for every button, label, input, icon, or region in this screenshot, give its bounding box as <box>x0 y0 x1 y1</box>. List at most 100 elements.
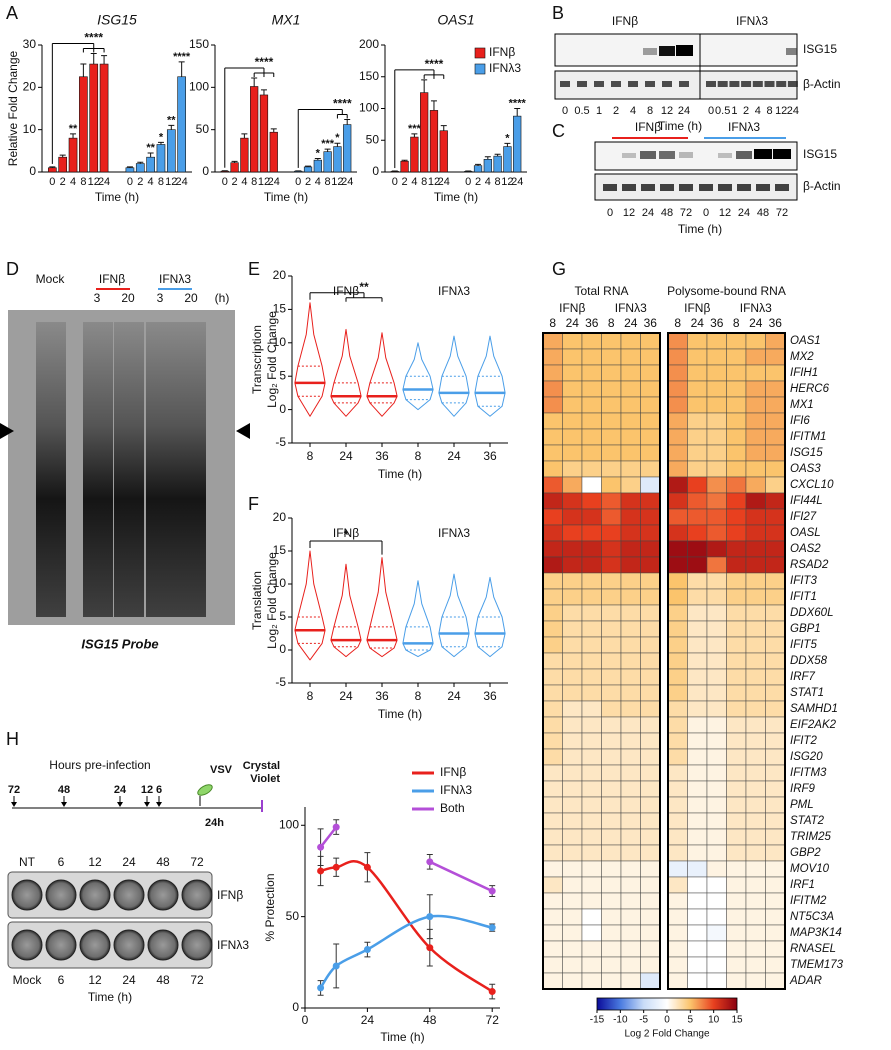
heatmap-cell <box>726 588 747 606</box>
bar <box>166 129 176 173</box>
heatmap-cell <box>581 716 602 734</box>
heatmap-cell <box>542 476 563 494</box>
heatmap-cell <box>765 844 786 862</box>
y-tick-label: 50 <box>366 132 380 146</box>
significance: **** <box>84 31 103 45</box>
column-subgroup-label: IFNβ <box>684 301 710 315</box>
significance: ** <box>359 280 369 294</box>
time-label: 6 <box>156 784 162 796</box>
heatmap-cell <box>765 412 786 430</box>
well-label: NT <box>19 855 36 869</box>
heatmap-cell <box>620 732 641 750</box>
row-label: IFIT2 <box>790 735 817 747</box>
axis-label: Time (h) <box>678 222 722 236</box>
y-tick-label: 5 <box>279 368 286 382</box>
bar <box>230 162 239 173</box>
heatmap-cell <box>562 956 583 974</box>
heatmap-cell <box>726 668 747 686</box>
bar <box>48 167 57 173</box>
heatmap-cell <box>667 540 688 558</box>
column-subgroup-label: IFNλ3 <box>740 301 772 315</box>
heatmap-cell <box>581 508 602 526</box>
heatmap-cell <box>726 764 747 782</box>
x-tick-label: 24 <box>341 176 353 188</box>
heatmap-cell <box>620 588 641 606</box>
heatmap-cell <box>726 364 747 382</box>
heatmap-cell <box>562 748 583 766</box>
heatmap-cell <box>667 444 688 462</box>
heatmap-cell <box>706 860 727 878</box>
heatmap-cell <box>620 428 641 446</box>
bar <box>125 167 135 173</box>
heatmap-cell <box>581 700 602 718</box>
heatmap-cell <box>706 796 727 814</box>
heatmap-cell <box>745 876 766 894</box>
error-bar <box>80 63 87 77</box>
significance: * <box>335 132 340 144</box>
heatmap-cell <box>640 364 661 382</box>
heatmap-cell <box>601 668 622 686</box>
heatmap-cell <box>706 412 727 430</box>
heatmap-cell <box>667 636 688 654</box>
row-label: MOV10 <box>790 863 830 875</box>
heatmap-cell <box>640 380 661 398</box>
legend-swatch <box>474 63 486 75</box>
x-tick-label: 0 <box>392 176 398 188</box>
heatmap-cell <box>667 812 688 830</box>
axis-label: Time (h) <box>88 990 132 1004</box>
fit-line <box>320 860 493 993</box>
blot-band <box>662 81 672 87</box>
heatmap-cell <box>765 620 786 638</box>
heatmap-cell <box>562 620 583 638</box>
heatmap-cell <box>562 972 583 990</box>
heatmap-cell <box>687 460 708 478</box>
heatmap-cell <box>601 844 622 862</box>
virus-icon <box>197 784 213 796</box>
x-tick-label: 12 <box>428 176 440 188</box>
heatmap-cell <box>706 588 727 606</box>
heatmap-cell <box>765 460 786 478</box>
heatmap-cell <box>562 844 583 862</box>
row-label: IFNβ <box>217 888 243 902</box>
end-label: Crystal <box>243 760 280 772</box>
error-bar <box>401 159 408 162</box>
heatmap-cell <box>726 684 747 702</box>
heatmap-cell <box>706 892 727 910</box>
heatmap-frame <box>667 332 786 990</box>
blot-band <box>594 81 604 87</box>
heatmap-cell <box>581 588 602 606</box>
heatmap-cell <box>640 684 661 702</box>
heatmap-cell <box>601 588 622 606</box>
heatmap-cell <box>667 828 688 846</box>
heatmap-cell <box>687 748 708 766</box>
lane-label: 24 <box>787 105 799 117</box>
fit-line <box>429 860 493 893</box>
heatmap-cell <box>765 684 786 702</box>
heatmap-cell <box>640 796 661 814</box>
heatmap-cell <box>620 508 641 526</box>
colorbar-tick-label: -5 <box>639 1015 648 1026</box>
heatmap-cell <box>687 780 708 798</box>
heatmap-cell <box>601 940 622 958</box>
heatmap-cell <box>601 604 622 622</box>
band-label: β-Actin <box>803 179 841 193</box>
heatmap-cell <box>601 364 622 382</box>
heatmap-cell <box>726 380 747 398</box>
heatmap-cell <box>706 364 727 382</box>
bar <box>400 160 409 173</box>
blot-band <box>560 81 570 87</box>
data-point <box>332 962 340 970</box>
heatmap-cell <box>581 908 602 926</box>
x-tick-label: 8 <box>307 449 314 463</box>
heatmap-cell <box>601 460 622 478</box>
heatmap-cell <box>562 524 583 542</box>
x-tick-label: 0 <box>465 176 471 188</box>
heatmap-cell <box>562 876 583 894</box>
heatmap-cell <box>581 636 602 654</box>
heatmap-cell <box>640 748 661 766</box>
row-label: EIF2AK2 <box>790 719 837 731</box>
heatmap-cell <box>581 844 602 862</box>
error-bar <box>241 133 248 139</box>
heatmap-cell <box>601 396 622 414</box>
heatmap-cell <box>745 860 766 878</box>
